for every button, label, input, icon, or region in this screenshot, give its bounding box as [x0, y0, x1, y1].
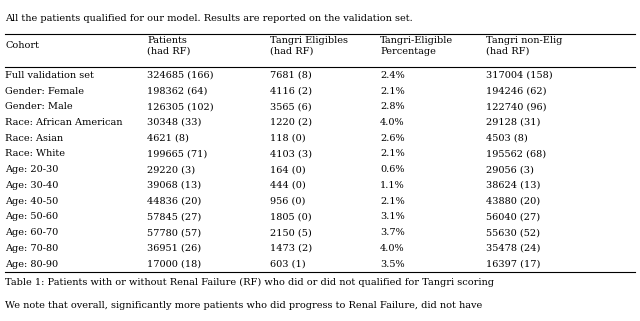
Text: Gender: Female: Gender: Female	[5, 86, 84, 96]
Text: 199665 (71): 199665 (71)	[147, 149, 207, 159]
Text: 195562 (68): 195562 (68)	[486, 149, 547, 159]
Text: 57845 (27): 57845 (27)	[147, 212, 202, 221]
Text: 164 (0): 164 (0)	[270, 165, 306, 174]
Text: 2.1%: 2.1%	[380, 196, 405, 206]
Text: 324685 (166): 324685 (166)	[147, 71, 214, 80]
Text: 16397 (17): 16397 (17)	[486, 259, 541, 269]
Text: 2150 (5): 2150 (5)	[270, 228, 312, 237]
Text: Percentage: Percentage	[380, 47, 436, 56]
Text: All the patients qualified for our model. Results are reported on the validation: All the patients qualified for our model…	[5, 14, 413, 23]
Text: 4.0%: 4.0%	[380, 118, 404, 127]
Text: 35478 (24): 35478 (24)	[486, 244, 541, 253]
Text: Tangri-Eligible: Tangri-Eligible	[380, 36, 453, 45]
Text: Tangri Eligibles: Tangri Eligibles	[270, 36, 348, 45]
Text: 1.1%: 1.1%	[380, 181, 405, 190]
Text: 55630 (52): 55630 (52)	[486, 228, 540, 237]
Text: 194246 (62): 194246 (62)	[486, 86, 547, 96]
Text: Age: 20-30: Age: 20-30	[5, 165, 58, 174]
Text: Full validation set: Full validation set	[5, 71, 94, 80]
Text: Age: 80-90: Age: 80-90	[5, 259, 58, 269]
Text: Cohort: Cohort	[5, 41, 39, 50]
Text: 956 (0): 956 (0)	[270, 196, 305, 206]
Text: 29220 (3): 29220 (3)	[147, 165, 195, 174]
Text: 317004 (158): 317004 (158)	[486, 71, 553, 80]
Text: 56040 (27): 56040 (27)	[486, 212, 541, 221]
Text: We note that overall, significantly more patients who did progress to Renal Fail: We note that overall, significantly more…	[5, 301, 483, 310]
Text: 122740 (96): 122740 (96)	[486, 102, 547, 111]
Text: Age: 40-50: Age: 40-50	[5, 196, 58, 206]
Text: Tangri non-Elig: Tangri non-Elig	[486, 36, 563, 45]
Text: 39068 (13): 39068 (13)	[147, 181, 202, 190]
Text: 29128 (31): 29128 (31)	[486, 118, 541, 127]
Text: (had RF): (had RF)	[147, 47, 191, 56]
Text: 30348 (33): 30348 (33)	[147, 118, 202, 127]
Text: Patients: Patients	[147, 36, 187, 45]
Text: 2.4%: 2.4%	[380, 71, 405, 80]
Text: 1805 (0): 1805 (0)	[270, 212, 312, 221]
Text: 17000 (18): 17000 (18)	[147, 259, 202, 269]
Text: (had RF): (had RF)	[486, 47, 530, 56]
Text: 44836 (20): 44836 (20)	[147, 196, 202, 206]
Text: (had RF): (had RF)	[270, 47, 314, 56]
Text: 57780 (57): 57780 (57)	[147, 228, 202, 237]
Text: 43880 (20): 43880 (20)	[486, 196, 541, 206]
Text: Gender: Male: Gender: Male	[5, 102, 73, 111]
Text: Age: 60-70: Age: 60-70	[5, 228, 58, 237]
Text: 3.7%: 3.7%	[380, 228, 405, 237]
Text: 2.1%: 2.1%	[380, 86, 405, 96]
Text: 4116 (2): 4116 (2)	[270, 86, 312, 96]
Text: 0.6%: 0.6%	[380, 165, 404, 174]
Text: Age: 30-40: Age: 30-40	[5, 181, 58, 190]
Text: 118 (0): 118 (0)	[270, 134, 306, 143]
Text: 1220 (2): 1220 (2)	[270, 118, 312, 127]
Text: Age: 70-80: Age: 70-80	[5, 244, 58, 253]
Text: 1473 (2): 1473 (2)	[270, 244, 312, 253]
Text: Race: Asian: Race: Asian	[5, 134, 63, 143]
Text: 444 (0): 444 (0)	[270, 181, 306, 190]
Text: 3565 (6): 3565 (6)	[270, 102, 312, 111]
Text: 36951 (26): 36951 (26)	[147, 244, 202, 253]
Text: 38624 (13): 38624 (13)	[486, 181, 541, 190]
Text: Table 1: Patients with or without Renal Failure (RF) who did or did not qualifie: Table 1: Patients with or without Renal …	[5, 278, 494, 287]
Text: 4103 (3): 4103 (3)	[270, 149, 312, 159]
Text: 4.0%: 4.0%	[380, 244, 404, 253]
Text: 2.1%: 2.1%	[380, 149, 405, 159]
Text: Race: African American: Race: African American	[5, 118, 123, 127]
Text: 29056 (3): 29056 (3)	[486, 165, 534, 174]
Text: 3.5%: 3.5%	[380, 259, 404, 269]
Text: 4621 (8): 4621 (8)	[147, 134, 189, 143]
Text: Race: White: Race: White	[5, 149, 65, 159]
Text: 2.6%: 2.6%	[380, 134, 404, 143]
Text: 198362 (64): 198362 (64)	[147, 86, 207, 96]
Text: 2.8%: 2.8%	[380, 102, 404, 111]
Text: Age: 50-60: Age: 50-60	[5, 212, 58, 221]
Text: 7681 (8): 7681 (8)	[270, 71, 312, 80]
Text: 3.1%: 3.1%	[380, 212, 405, 221]
Text: 4503 (8): 4503 (8)	[486, 134, 528, 143]
Text: 126305 (102): 126305 (102)	[147, 102, 214, 111]
Text: 603 (1): 603 (1)	[270, 259, 306, 269]
